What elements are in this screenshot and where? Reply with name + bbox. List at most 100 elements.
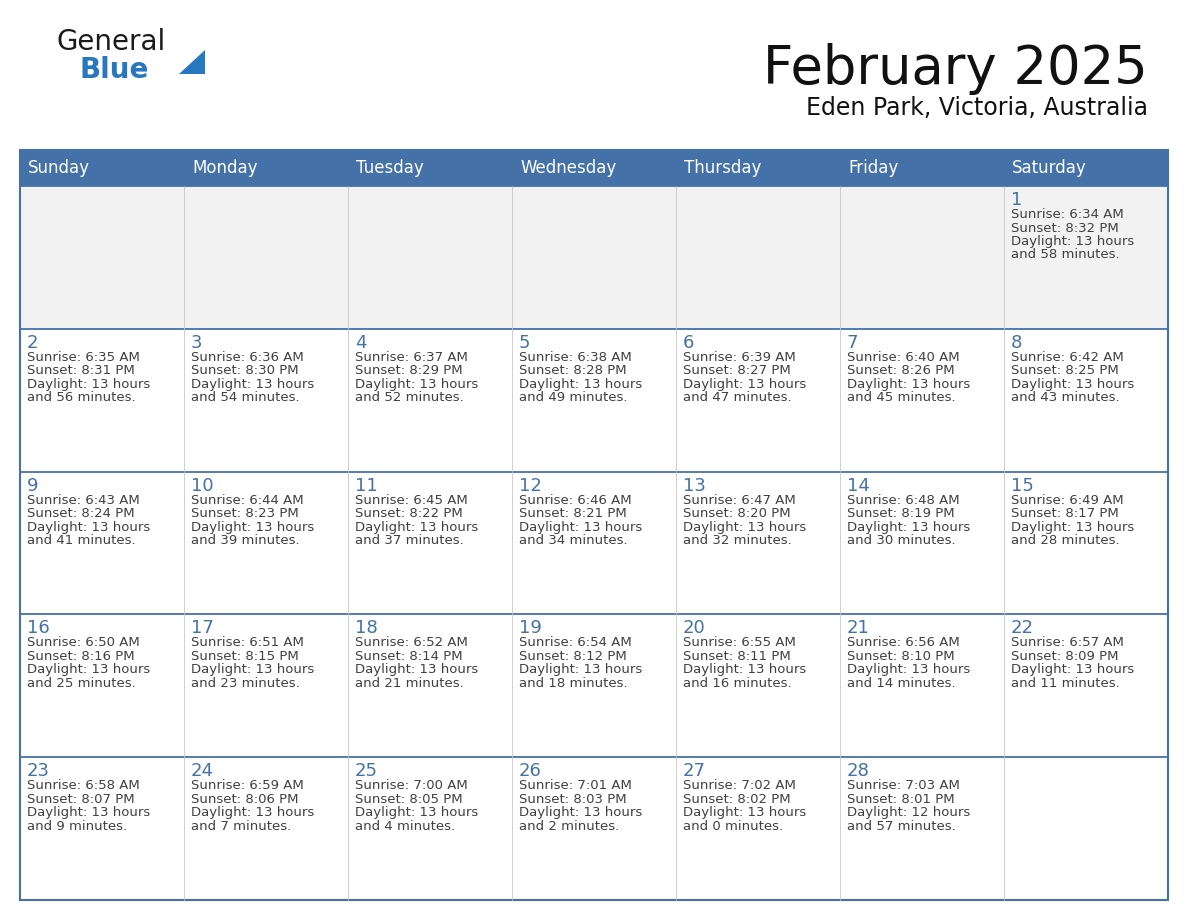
Text: Daylight: 13 hours: Daylight: 13 hours — [683, 664, 807, 677]
Text: Saturday: Saturday — [1012, 159, 1087, 177]
Text: 27: 27 — [683, 762, 706, 780]
Bar — [348, 472, 512, 614]
Bar — [348, 186, 512, 329]
Text: and 52 minutes.: and 52 minutes. — [355, 391, 463, 404]
Text: Sunrise: 6:46 AM: Sunrise: 6:46 AM — [519, 494, 632, 507]
Bar — [20, 150, 184, 186]
Text: Daylight: 13 hours: Daylight: 13 hours — [519, 521, 643, 533]
Text: 21: 21 — [847, 620, 870, 637]
Text: 14: 14 — [847, 476, 870, 495]
Text: and 45 minutes.: and 45 minutes. — [847, 391, 955, 404]
Text: and 23 minutes.: and 23 minutes. — [191, 677, 299, 690]
Text: Daylight: 13 hours: Daylight: 13 hours — [191, 521, 315, 533]
Text: Sunset: 8:28 PM: Sunset: 8:28 PM — [519, 364, 626, 377]
Text: February 2025: February 2025 — [763, 43, 1148, 95]
Bar — [1004, 757, 1168, 900]
Bar — [1004, 150, 1168, 186]
Text: Sunrise: 6:37 AM: Sunrise: 6:37 AM — [355, 351, 468, 364]
Text: 26: 26 — [519, 762, 542, 780]
Text: Sunrise: 7:02 AM: Sunrise: 7:02 AM — [683, 779, 796, 792]
Text: Sunset: 8:03 PM: Sunset: 8:03 PM — [519, 793, 626, 806]
Text: General: General — [57, 28, 166, 56]
Text: Daylight: 13 hours: Daylight: 13 hours — [355, 378, 479, 391]
Text: Daylight: 13 hours: Daylight: 13 hours — [1011, 521, 1135, 533]
Text: Wednesday: Wednesday — [520, 159, 617, 177]
Text: Daylight: 12 hours: Daylight: 12 hours — [847, 806, 971, 819]
Text: Daylight: 13 hours: Daylight: 13 hours — [683, 378, 807, 391]
Text: and 49 minutes.: and 49 minutes. — [519, 391, 627, 404]
Text: Sunrise: 6:44 AM: Sunrise: 6:44 AM — [191, 494, 304, 507]
Text: Daylight: 13 hours: Daylight: 13 hours — [1011, 664, 1135, 677]
Text: 22: 22 — [1011, 620, 1034, 637]
Text: and 16 minutes.: and 16 minutes. — [683, 677, 791, 690]
Text: Daylight: 13 hours: Daylight: 13 hours — [191, 378, 315, 391]
Text: Daylight: 13 hours: Daylight: 13 hours — [847, 378, 971, 391]
Bar — [840, 757, 1004, 900]
Text: Daylight: 13 hours: Daylight: 13 hours — [27, 378, 150, 391]
Text: Sunset: 8:32 PM: Sunset: 8:32 PM — [1011, 221, 1119, 234]
Text: and 0 minutes.: and 0 minutes. — [683, 820, 783, 833]
Text: and 56 minutes.: and 56 minutes. — [27, 391, 135, 404]
Text: Daylight: 13 hours: Daylight: 13 hours — [355, 664, 479, 677]
Text: 5: 5 — [519, 334, 531, 352]
Bar — [20, 757, 184, 900]
Bar — [676, 472, 840, 614]
Bar — [184, 150, 348, 186]
Text: Sunrise: 6:38 AM: Sunrise: 6:38 AM — [519, 351, 632, 364]
Text: Sunrise: 6:55 AM: Sunrise: 6:55 AM — [683, 636, 796, 649]
Text: and 37 minutes.: and 37 minutes. — [355, 534, 463, 547]
Text: Sunrise: 6:54 AM: Sunrise: 6:54 AM — [519, 636, 632, 649]
Text: Daylight: 13 hours: Daylight: 13 hours — [847, 664, 971, 677]
Bar — [512, 329, 676, 472]
Text: Sunset: 8:20 PM: Sunset: 8:20 PM — [683, 507, 791, 521]
Bar — [512, 150, 676, 186]
Text: 3: 3 — [191, 334, 202, 352]
Text: and 9 minutes.: and 9 minutes. — [27, 820, 127, 833]
Text: Sunrise: 6:48 AM: Sunrise: 6:48 AM — [847, 494, 960, 507]
Text: Sunrise: 6:47 AM: Sunrise: 6:47 AM — [683, 494, 796, 507]
Text: Sunrise: 6:36 AM: Sunrise: 6:36 AM — [191, 351, 304, 364]
Bar — [348, 329, 512, 472]
Text: 7: 7 — [847, 334, 859, 352]
Text: Eden Park, Victoria, Australia: Eden Park, Victoria, Australia — [805, 96, 1148, 120]
Text: and 28 minutes.: and 28 minutes. — [1011, 534, 1119, 547]
Text: Sunset: 8:10 PM: Sunset: 8:10 PM — [847, 650, 955, 663]
Text: Daylight: 13 hours: Daylight: 13 hours — [27, 806, 150, 819]
Text: 28: 28 — [847, 762, 870, 780]
Text: Sunset: 8:05 PM: Sunset: 8:05 PM — [355, 793, 462, 806]
Text: Monday: Monday — [192, 159, 258, 177]
Text: Sunset: 8:02 PM: Sunset: 8:02 PM — [683, 793, 791, 806]
Text: 9: 9 — [27, 476, 38, 495]
Text: Sunset: 8:06 PM: Sunset: 8:06 PM — [191, 793, 298, 806]
Text: 19: 19 — [519, 620, 542, 637]
Text: Daylight: 13 hours: Daylight: 13 hours — [1011, 378, 1135, 391]
Text: and 39 minutes.: and 39 minutes. — [191, 534, 299, 547]
Text: 13: 13 — [683, 476, 706, 495]
Text: Sunrise: 6:34 AM: Sunrise: 6:34 AM — [1011, 208, 1124, 221]
Text: Daylight: 13 hours: Daylight: 13 hours — [191, 664, 315, 677]
Bar — [1004, 186, 1168, 329]
Text: and 7 minutes.: and 7 minutes. — [191, 820, 291, 833]
Text: Daylight: 13 hours: Daylight: 13 hours — [683, 806, 807, 819]
Bar — [676, 614, 840, 757]
Text: 1: 1 — [1011, 191, 1023, 209]
Text: Sunrise: 6:56 AM: Sunrise: 6:56 AM — [847, 636, 960, 649]
Bar — [348, 150, 512, 186]
Text: Friday: Friday — [848, 159, 898, 177]
Text: Sunset: 8:22 PM: Sunset: 8:22 PM — [355, 507, 463, 521]
Text: 11: 11 — [355, 476, 378, 495]
Bar — [20, 472, 184, 614]
Bar — [840, 614, 1004, 757]
Bar — [676, 186, 840, 329]
Text: and 25 minutes.: and 25 minutes. — [27, 677, 135, 690]
Text: Thursday: Thursday — [684, 159, 762, 177]
Text: Sunrise: 6:50 AM: Sunrise: 6:50 AM — [27, 636, 140, 649]
Text: Daylight: 13 hours: Daylight: 13 hours — [519, 806, 643, 819]
Text: Daylight: 13 hours: Daylight: 13 hours — [355, 521, 479, 533]
Bar — [676, 757, 840, 900]
Text: Sunset: 8:07 PM: Sunset: 8:07 PM — [27, 793, 134, 806]
Text: 10: 10 — [191, 476, 214, 495]
Bar — [512, 186, 676, 329]
Text: Sunrise: 6:51 AM: Sunrise: 6:51 AM — [191, 636, 304, 649]
Bar — [676, 150, 840, 186]
